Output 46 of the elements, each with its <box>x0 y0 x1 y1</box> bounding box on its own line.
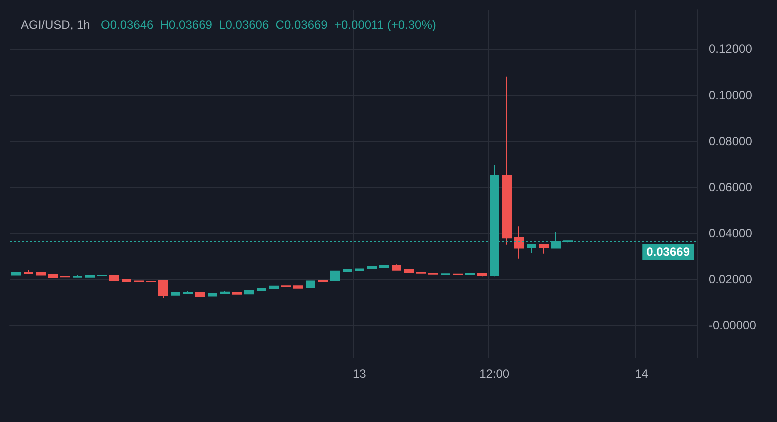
ref-line-label: 0.03669 <box>646 245 690 260</box>
candlestick <box>404 269 414 274</box>
y-tick-label: 0.08000 <box>709 134 753 148</box>
x-tick-label: 14 <box>635 367 649 381</box>
text: O0.03646 H0.03669 L0.03606 C0.03669 +0.00011 (+0.30%) <box>101 18 436 32</box>
y-tick-label: 0.06000 <box>709 180 753 194</box>
candlestick <box>477 273 487 278</box>
candlestick <box>269 286 279 290</box>
candlestick <box>183 290 193 295</box>
candlestick <box>36 272 46 276</box>
candlestick <box>379 266 389 268</box>
candlestick <box>232 292 242 295</box>
candlestick <box>257 288 266 292</box>
candlestick <box>208 292 217 297</box>
candlestick <box>11 272 21 276</box>
candlestick <box>367 266 377 270</box>
y-tick-label: -0.00000 <box>709 318 757 333</box>
x-tick-label: 12:00 <box>480 367 510 381</box>
candlestick <box>514 226 524 260</box>
candlestick <box>355 268 364 272</box>
candlestick <box>220 290 230 295</box>
candlestick <box>85 274 95 278</box>
candlestick <box>343 269 352 272</box>
candlestick <box>171 292 180 296</box>
candlestick <box>330 270 340 282</box>
y-tick-label: 0.02000 <box>709 272 753 287</box>
candlestick <box>502 76 512 246</box>
candlestick <box>293 285 303 289</box>
candlestick <box>527 244 536 254</box>
candlestick <box>122 278 131 282</box>
candlestick <box>392 264 401 272</box>
candlestick <box>465 272 475 276</box>
candlestick <box>539 244 549 254</box>
candlestick <box>48 274 58 278</box>
y-tick-label: 0.04000 <box>709 226 753 241</box>
candlestick <box>109 274 119 282</box>
candlestick <box>24 269 33 274</box>
candlestick <box>73 274 82 278</box>
candlestick <box>244 290 254 295</box>
text: AGI/USD, 1h <box>21 18 90 32</box>
candlestick <box>195 292 205 297</box>
y-tick-label: 0.10000 <box>709 88 753 102</box>
candlestick <box>158 280 168 299</box>
y-tick-label: 0.12000 <box>709 42 753 56</box>
candlestick <box>306 280 315 289</box>
x-tick-label: 13 <box>352 367 367 381</box>
